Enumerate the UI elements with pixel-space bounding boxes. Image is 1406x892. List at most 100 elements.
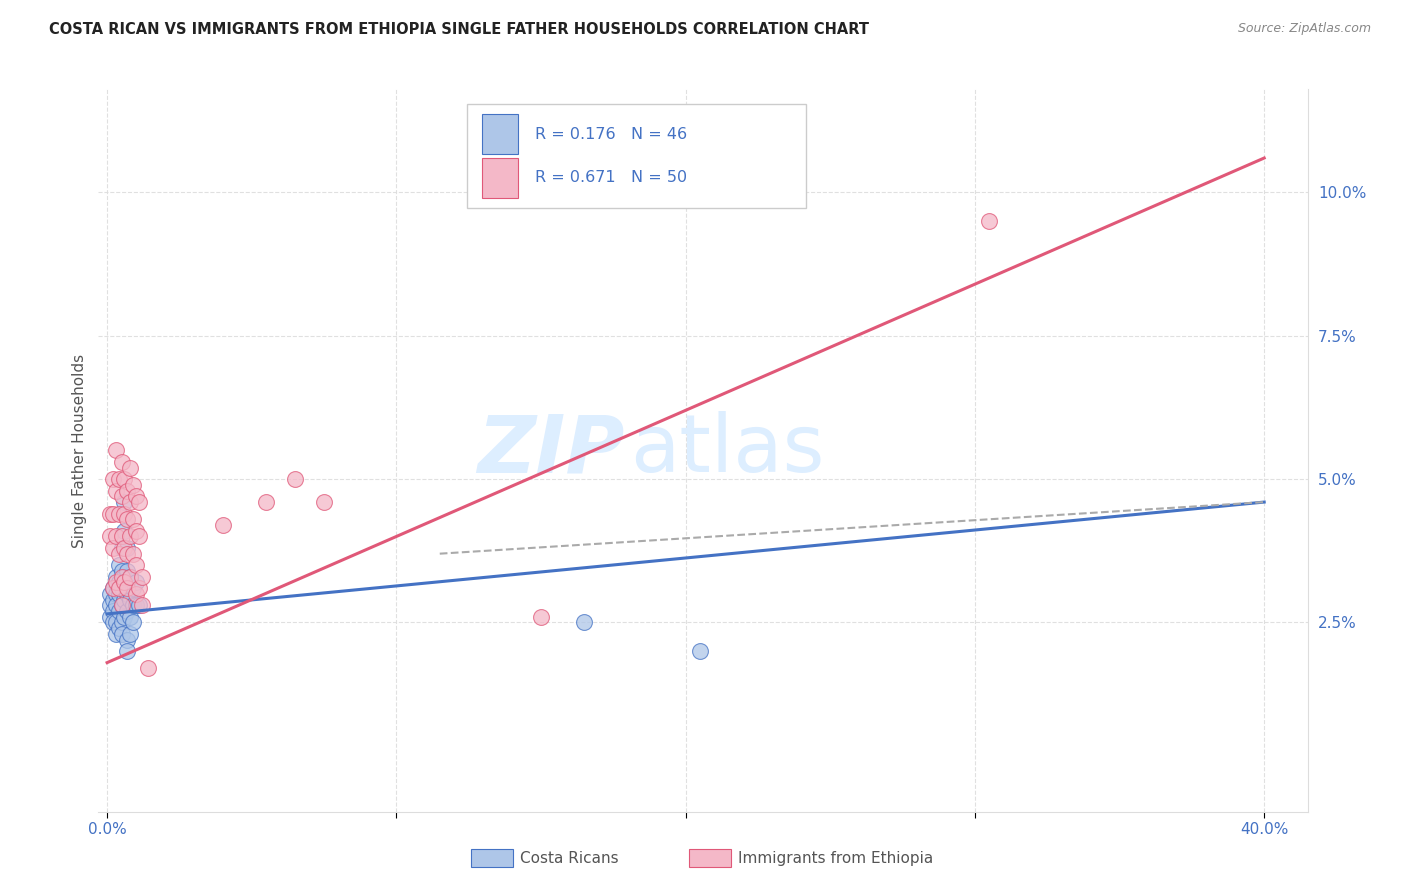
Point [107, 581, 129, 595]
Point [979, 214, 1001, 228]
Point [122, 547, 145, 561]
Point [122, 512, 145, 526]
Point [104, 569, 127, 583]
Point [107, 587, 129, 601]
Text: Source: ZipAtlas.com: Source: ZipAtlas.com [1237, 22, 1371, 36]
Point [110, 615, 132, 630]
Point [110, 489, 132, 503]
Point [120, 495, 142, 509]
Point [101, 507, 124, 521]
Point [312, 495, 335, 509]
Point [574, 615, 596, 630]
Point [122, 581, 145, 595]
Point [120, 592, 142, 607]
Text: atlas: atlas [630, 411, 825, 490]
Point [122, 615, 145, 630]
Text: COSTA RICAN VS IMMIGRANTS FROM ETHIOPIA SINGLE FATHER HOUSEHOLDS CORRELATION CHA: COSTA RICAN VS IMMIGRANTS FROM ETHIOPIA … [49, 22, 869, 37]
Point [110, 599, 132, 613]
Point [125, 599, 148, 613]
Point [104, 443, 127, 458]
Point [120, 609, 142, 624]
Point [104, 587, 127, 601]
Point [110, 569, 132, 583]
Point [114, 592, 136, 607]
Point [110, 627, 132, 641]
Point [120, 529, 142, 543]
Point [110, 581, 132, 595]
Point [101, 615, 124, 630]
FancyBboxPatch shape [482, 114, 517, 154]
Point [122, 478, 145, 492]
Point [110, 599, 132, 613]
Point [128, 599, 150, 613]
Point [117, 604, 139, 618]
Point [131, 569, 153, 583]
Point [125, 489, 148, 503]
Point [107, 472, 129, 486]
Point [104, 627, 127, 641]
Text: R = 0.176   N = 46: R = 0.176 N = 46 [534, 127, 688, 142]
Point [101, 581, 124, 595]
Point [98, 529, 121, 543]
Y-axis label: Single Father Households: Single Father Households [72, 353, 87, 548]
Point [114, 541, 136, 555]
Point [114, 472, 136, 486]
Point [110, 564, 132, 578]
Point [107, 621, 129, 635]
Point [101, 541, 124, 555]
Point [120, 569, 142, 583]
Point [117, 632, 139, 647]
Point [128, 581, 150, 595]
Point [110, 541, 132, 555]
Point [120, 627, 142, 641]
Point [98, 507, 121, 521]
Point [98, 599, 121, 613]
Point [117, 587, 139, 601]
Point [104, 483, 127, 498]
Point [110, 455, 132, 469]
Point [120, 460, 142, 475]
Point [120, 569, 142, 583]
Point [136, 661, 159, 675]
Point [101, 604, 124, 618]
Point [107, 575, 129, 590]
FancyBboxPatch shape [482, 158, 517, 198]
Point [211, 518, 233, 533]
Point [114, 569, 136, 583]
Point [125, 587, 148, 601]
Point [110, 529, 132, 543]
Point [117, 581, 139, 595]
Point [117, 564, 139, 578]
Point [107, 604, 129, 618]
Text: ZIP: ZIP [477, 411, 624, 490]
Point [125, 524, 148, 538]
Point [104, 575, 127, 590]
Point [98, 587, 121, 601]
Point [101, 472, 124, 486]
Point [530, 609, 553, 624]
Point [117, 541, 139, 555]
Point [104, 615, 127, 630]
FancyBboxPatch shape [467, 103, 806, 209]
Text: Costa Ricans: Costa Ricans [520, 851, 619, 865]
Text: Immigrants from Ethiopia: Immigrants from Ethiopia [738, 851, 934, 865]
Point [107, 558, 129, 573]
Point [284, 472, 307, 486]
Point [107, 507, 129, 521]
Point [254, 495, 277, 509]
Point [104, 529, 127, 543]
Point [101, 581, 124, 595]
Point [114, 575, 136, 590]
Point [114, 507, 136, 521]
Point [117, 644, 139, 658]
Point [122, 599, 145, 613]
Point [107, 547, 129, 561]
Text: R = 0.671   N = 50: R = 0.671 N = 50 [534, 170, 688, 186]
Point [117, 483, 139, 498]
Point [125, 558, 148, 573]
Point [128, 529, 150, 543]
Point [101, 592, 124, 607]
Point [117, 512, 139, 526]
Point [114, 524, 136, 538]
Point [117, 547, 139, 561]
